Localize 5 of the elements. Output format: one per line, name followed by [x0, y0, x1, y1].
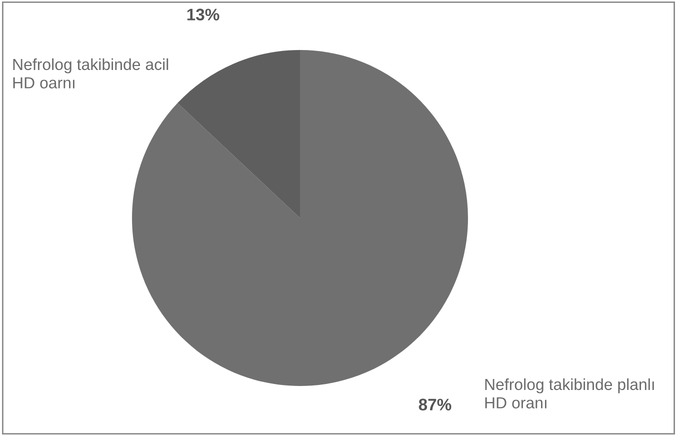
- pie-slice: [178, 50, 300, 218]
- slice-label: Nefrolog takibinde planlı HD oranı: [485, 378, 654, 408]
- data-label: 13%: [187, 8, 220, 20]
- slice-label: Nefrolog takibinde acil HD oarnı: [13, 58, 168, 88]
- data-label: 87%: [418, 398, 452, 410]
